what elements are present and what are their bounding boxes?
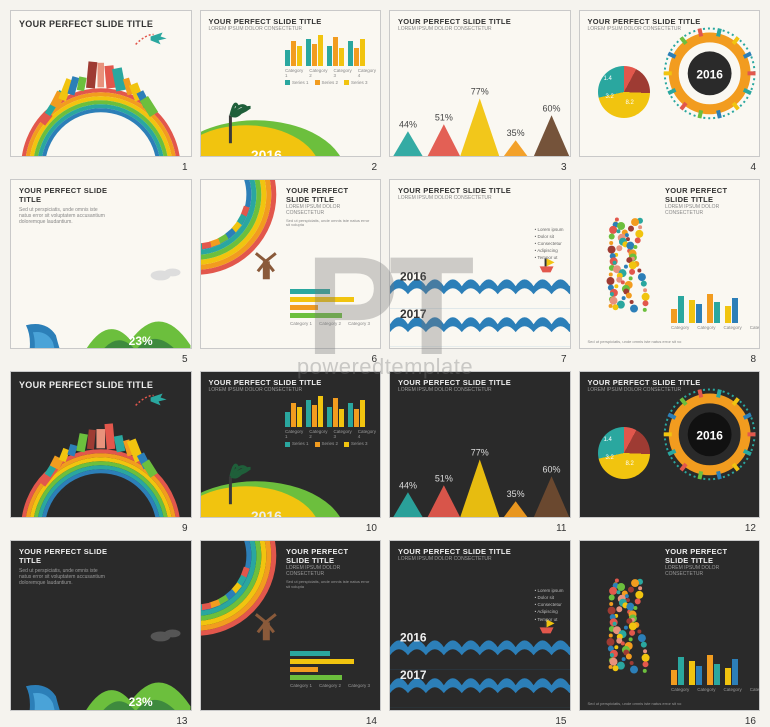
slide-number: 12 <box>745 523 756 534</box>
svg-text:51%: 51% <box>435 112 453 122</box>
slide-number: 8 <box>750 354 756 365</box>
slide-title: YOUR PERFECT SLIDE TITLE <box>19 547 111 565</box>
slide-thumbnail: YOUR PERFECT SLIDE TITLELOREM IPSUM DOLO… <box>579 10 761 157</box>
svg-text:44%: 44% <box>399 481 417 491</box>
svg-text:2016: 2016 <box>400 630 427 644</box>
slide-thumbnail: YOUR PERFECT SLIDE TITLELOREM IPSUM DOLO… <box>389 10 571 157</box>
slide-thumbnail: YOUR PERFECT SLIDE TITLELOREM IPSUM DOLO… <box>579 179 761 350</box>
slide-thumbnail: YOUR PERFECT SLIDE TITLELOREM IPSUM DOLO… <box>389 179 571 350</box>
svg-text:44%: 44% <box>399 119 417 129</box>
svg-text:77%: 77% <box>471 448 489 458</box>
slide-cell[interactable]: YOUR PERFECT SLIDE TITLELOREM IPSUM DOLO… <box>200 179 382 364</box>
slide-thumbnail: YOUR PERFECT SLIDE TITLELOREM IPSUM DOLO… <box>200 179 382 350</box>
slide-cell[interactable]: YOUR PERFECT SLIDE TITLELOREM IPSUM DOLO… <box>200 10 382 171</box>
slide-number: 6 <box>371 354 377 365</box>
slide-thumbnail: YOUR PERFECT SLIDE TITLELOREM IPSUM DOLO… <box>579 371 761 518</box>
slide-thumbnail: YOUR PERFECT SLIDE TITLELOREM IPSUM DOLO… <box>389 540 571 711</box>
slide-title: YOUR PERFECT SLIDE TITLE <box>19 19 153 29</box>
slide-cell[interactable]: YOUR PERFECT SLIDE TITLELOREM IPSUM DOLO… <box>200 371 382 532</box>
svg-text:2016: 2016 <box>400 269 427 283</box>
slide-number: 5 <box>182 354 188 365</box>
slide-cell[interactable]: YOUR PERFECT SLIDE TITLESed ut perspicia… <box>10 540 192 725</box>
slide-title: YOUR PERFECT SLIDE TITLE <box>665 186 751 204</box>
slide-cell[interactable]: YOUR PERFECT SLIDE TITLELOREM IPSUM DOLO… <box>389 10 571 171</box>
slide-title: YOUR PERFECT SLIDE TITLE <box>398 378 562 387</box>
slide-number: 13 <box>176 716 187 727</box>
slide-cell[interactable]: YOUR PERFECT SLIDE TITLELOREM IPSUM DOLO… <box>389 371 571 532</box>
svg-text:2016: 2016 <box>250 508 281 517</box>
slide-thumbnail: YOUR PERFECT SLIDE TITLELOREM IPSUM DOLO… <box>579 540 761 711</box>
slide-number: 14 <box>366 716 377 727</box>
slide-number: 15 <box>555 716 566 727</box>
slide-cell[interactable]: YOUR PERFECT SLIDE TITLELOREM IPSUM DOLO… <box>389 540 571 725</box>
slide-title: YOUR PERFECT SLIDE TITLE <box>398 186 562 195</box>
svg-text:23%: 23% <box>129 334 153 348</box>
slide-number: 11 <box>556 523 566 534</box>
slide-title: YOUR PERFECT SLIDE TITLE <box>19 380 153 390</box>
slide-cell[interactable]: YOUR PERFECT SLIDE TITLELOREM IPSUM DOLO… <box>579 371 761 532</box>
slide-number: 16 <box>745 716 756 727</box>
svg-text:23%: 23% <box>129 695 153 709</box>
slide-title: YOUR PERFECT SLIDE TITLE <box>398 17 562 26</box>
svg-text:2017: 2017 <box>400 307 427 321</box>
slide-thumbnail: YOUR PERFECT SLIDE TITLE <box>10 10 192 157</box>
slide-number: 2 <box>371 162 377 173</box>
slide-number: 3 <box>561 162 567 173</box>
slide-cell[interactable]: YOUR PERFECT SLIDE TITLE 9 <box>10 371 192 532</box>
svg-text:2016: 2016 <box>696 67 723 81</box>
slide-cell[interactable]: YOUR PERFECT SLIDE TITLESed ut perspicia… <box>10 179 192 364</box>
svg-text:60%: 60% <box>543 465 561 475</box>
slide-thumbnail: YOUR PERFECT SLIDE TITLELOREM IPSUM DOLO… <box>200 540 382 711</box>
slide-title: YOUR PERFECT SLIDE TITLE <box>398 547 562 556</box>
slide-number: 9 <box>182 523 188 534</box>
svg-text:35%: 35% <box>507 128 525 138</box>
slide-number: 1 <box>182 162 188 173</box>
slide-cell[interactable]: YOUR PERFECT SLIDE TITLE 1 <box>10 10 192 171</box>
svg-text:77%: 77% <box>471 86 489 96</box>
slide-title: YOUR PERFECT SLIDE TITLE <box>665 547 751 565</box>
slide-thumbnail: YOUR PERFECT SLIDE TITLELOREM IPSUM DOLO… <box>389 371 571 518</box>
svg-text:35%: 35% <box>507 489 525 499</box>
slide-cell[interactable]: YOUR PERFECT SLIDE TITLELOREM IPSUM DOLO… <box>200 540 382 725</box>
slide-thumbnail: YOUR PERFECT SLIDE TITLE <box>10 371 192 518</box>
slide-number: 7 <box>561 354 567 365</box>
slide-number: 4 <box>750 162 756 173</box>
slide-number: 10 <box>366 523 377 534</box>
slide-thumbnail: YOUR PERFECT SLIDE TITLELOREM IPSUM DOLO… <box>200 371 382 518</box>
slide-thumbnail: YOUR PERFECT SLIDE TITLESed ut perspicia… <box>10 540 192 711</box>
slide-cell[interactable]: YOUR PERFECT SLIDE TITLELOREM IPSUM DOLO… <box>579 10 761 171</box>
slide-thumbnail: YOUR PERFECT SLIDE TITLELOREM IPSUM DOLO… <box>200 10 382 157</box>
svg-text:2016: 2016 <box>250 147 281 156</box>
slide-title: YOUR PERFECT SLIDE TITLE <box>19 186 111 204</box>
svg-text:2017: 2017 <box>400 668 427 682</box>
svg-text:51%: 51% <box>435 474 453 484</box>
slide-thumbnail: YOUR PERFECT SLIDE TITLESed ut perspicia… <box>10 179 192 350</box>
slide-title: YOUR PERFECT SLIDE TITLE <box>286 186 372 204</box>
slide-grid: YOUR PERFECT SLIDE TITLE1YOUR PERFECT SL… <box>0 0 770 630</box>
slide-cell[interactable]: YOUR PERFECT SLIDE TITLELOREM IPSUM DOLO… <box>579 540 761 725</box>
svg-text:60%: 60% <box>543 103 561 113</box>
slide-cell[interactable]: YOUR PERFECT SLIDE TITLELOREM IPSUM DOLO… <box>579 179 761 364</box>
slide-cell[interactable]: YOUR PERFECT SLIDE TITLELOREM IPSUM DOLO… <box>389 179 571 364</box>
svg-text:2016: 2016 <box>696 429 723 443</box>
slide-title: YOUR PERFECT SLIDE TITLE <box>286 547 372 565</box>
